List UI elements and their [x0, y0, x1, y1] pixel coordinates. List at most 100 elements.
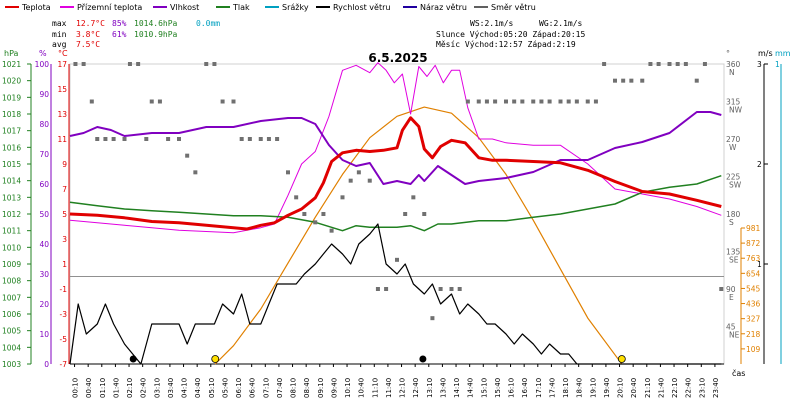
wind-direction-point	[411, 195, 416, 200]
c-tick-label: 1	[62, 260, 67, 269]
time-tick-label: 02:40	[140, 378, 148, 398]
ms-tick-label: 1	[757, 260, 762, 269]
legend: Teplota Přízemní teplota Vlhkost Tlak Srážky…	[5, 3, 536, 12]
time-tick-label: 05:40	[221, 378, 229, 398]
c-tick-label: 3	[62, 235, 67, 244]
wind-direction-point	[348, 178, 353, 183]
c-tick-label: 11	[57, 135, 67, 144]
time-tick-label: 10:10	[344, 378, 352, 398]
stats-min-hum: 61%	[112, 30, 127, 39]
wind-direction-point	[89, 99, 94, 104]
pct-tick-label: 80	[39, 120, 49, 129]
time-tick-label: 13:10	[426, 378, 434, 398]
wind-direction-point	[504, 99, 508, 104]
series-vlhkost	[69, 111, 722, 185]
wind-direction-point	[166, 137, 171, 141]
hpa-unit: hPa	[4, 49, 19, 58]
pct-tick-label: 40	[39, 240, 49, 249]
c-tick-label: 13	[57, 110, 67, 119]
wind-direction-point	[247, 137, 252, 141]
wind-direction-point	[438, 287, 443, 291]
time-tick-label: 16:10	[508, 378, 516, 398]
series-p-zemn-teplota	[69, 62, 722, 234]
wind-direction-point	[648, 62, 653, 66]
wind-direction-point	[422, 212, 427, 216]
time-tick-label: 07:10	[262, 378, 270, 398]
hpa-tick-label: 1007	[2, 293, 21, 302]
pct-tick-label: 50	[39, 210, 49, 219]
wind-direction-point	[520, 99, 525, 104]
wind-direction-point	[675, 62, 680, 66]
stats-min-press: 1010.9hPa	[134, 30, 178, 39]
sun-tick-label: 545	[746, 284, 761, 293]
series-slune-n-svit	[214, 106, 623, 365]
wind-direction-point	[266, 137, 271, 141]
info-sun: Slunce Východ:05:20 Západ:20:15	[436, 30, 585, 39]
time-tick-label: 18:10	[562, 378, 570, 398]
dir-tick-name: N	[729, 68, 735, 77]
ms-tick-label: 3	[757, 60, 762, 69]
wind-direction-point	[157, 99, 162, 104]
wind-direction-point	[403, 212, 408, 216]
wind-direction-point	[204, 62, 209, 66]
info-panel: WS:2.1m/s WG:2.1m/s Slunce Východ:05:20 …	[436, 19, 585, 49]
wind-direction-point	[476, 99, 481, 104]
wind-direction-point	[193, 170, 198, 175]
wind-direction-point	[719, 287, 724, 291]
dir-tick-label: 135	[726, 248, 741, 257]
stats-max-label: max	[52, 19, 67, 28]
wind-direction-point	[103, 137, 108, 141]
time-tick-label: 23:40	[712, 378, 720, 398]
time-tick-label: 23:10	[698, 378, 706, 398]
wind-direction-point	[547, 99, 552, 104]
pct-unit: %	[39, 49, 47, 58]
wind-direction-point	[275, 137, 280, 141]
mm-tick-label: 1	[775, 60, 780, 69]
hpa-tick-label: 1020	[2, 77, 21, 86]
dir-tick-name: SE	[729, 256, 739, 265]
c-unit: °C	[58, 49, 68, 58]
wind-direction-point	[329, 228, 334, 233]
pct-tick-label: 70	[39, 150, 49, 159]
hpa-tick-label: 1006	[2, 310, 21, 319]
hpa-tick-label: 1008	[2, 277, 21, 286]
time-label: čas	[732, 368, 745, 378]
wind-direction-point	[149, 99, 154, 104]
dir-tick-name: SW	[729, 181, 742, 190]
wind-direction-point	[613, 78, 617, 83]
ms-tick-label: 2	[757, 160, 762, 169]
hpa-tick-label: 1018	[2, 110, 21, 119]
wind-direction-point	[73, 62, 78, 66]
wind-direction-point	[531, 99, 536, 104]
wind-direction-point	[602, 62, 607, 66]
stats-avg-temp: 7.5°C	[76, 40, 100, 49]
sun-tick-label: 218	[746, 330, 761, 339]
wind-direction-point	[286, 170, 290, 175]
time-tick-label: 20:40	[630, 378, 638, 398]
time-tick-label: 05:10	[208, 378, 216, 398]
time-tick-label: 04:40	[194, 378, 202, 398]
legend-label: Přízemní teplota	[77, 3, 142, 12]
wind-direction-point	[375, 287, 380, 291]
wind-direction-point	[457, 287, 462, 291]
time-tick-label: 21:40	[657, 378, 665, 398]
time-tick-label: 03:40	[167, 378, 175, 398]
wind-direction-point	[302, 212, 307, 216]
wind-direction-point	[566, 99, 571, 104]
wind-direction-point	[593, 99, 598, 104]
time-tick-label: 15:40	[494, 378, 502, 398]
wind-direction-point	[702, 62, 707, 66]
series-rychlost-v-tru	[69, 223, 722, 365]
legend-label: Srážky	[282, 3, 309, 12]
legend-label: Náraz větru	[420, 3, 467, 12]
time-tick-label: 11:40	[385, 378, 393, 398]
wind-direction-point	[258, 137, 263, 141]
wind-direction-point	[629, 78, 634, 83]
wind-direction-point	[144, 137, 149, 141]
pct-tick-label: 60	[39, 180, 49, 189]
sun-tick-label: 109	[746, 345, 761, 354]
legend-label: Vlhkost	[170, 3, 199, 12]
moonrise-marker	[419, 355, 427, 363]
wind-direction-point	[667, 62, 672, 66]
wind-direction-point	[395, 257, 399, 262]
